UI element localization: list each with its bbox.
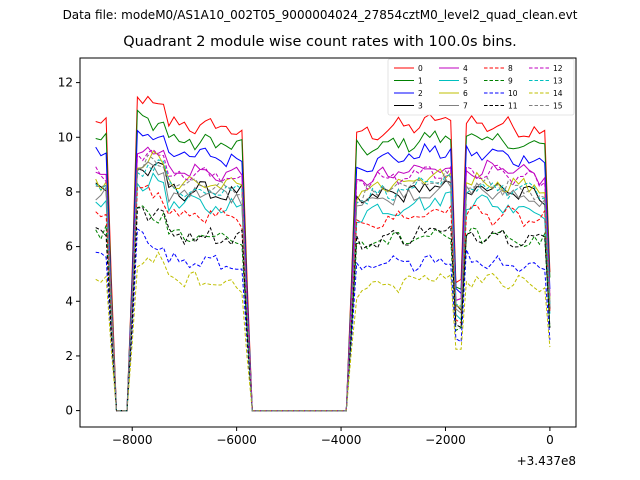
legend-label-8: 8	[508, 64, 513, 73]
series-line-8	[95, 184, 551, 412]
y-axis: 0 2 4 6 8 10 12	[58, 76, 80, 418]
y-tick-label: 4	[65, 294, 73, 308]
legend-label-5: 5	[463, 77, 468, 86]
series-line-7	[95, 161, 551, 412]
legend-label-4: 4	[463, 64, 468, 73]
series-line-5	[95, 172, 551, 412]
series-line-10	[95, 228, 551, 412]
series-line-9	[95, 205, 551, 412]
x-tick-label: 0	[546, 433, 554, 447]
x-tick-label: −6000	[216, 433, 257, 447]
legend-label-14: 14	[553, 89, 563, 98]
series-line-14	[95, 251, 551, 412]
series-line-15	[95, 154, 551, 412]
figure-suptitle: Data file: modeM0/AS1A10_002T05_90000040…	[62, 8, 578, 22]
series-line-13	[95, 159, 551, 412]
legend-label-2: 2	[418, 89, 423, 98]
axes-frame	[79, 57, 577, 428]
legend-label-9: 9	[508, 77, 513, 86]
y-tick-label: 2	[65, 349, 73, 363]
series-line-3	[95, 161, 551, 412]
legend-label-15: 15	[553, 102, 563, 111]
legend-label-11: 11	[508, 102, 518, 111]
series-line-0	[95, 95, 551, 412]
x-axis: −8000 −6000 −4000 −2000 0	[112, 427, 554, 447]
legend-label-13: 13	[553, 77, 563, 86]
y-tick-label: 8	[65, 185, 73, 199]
legend-label-7: 7	[463, 102, 468, 111]
series-lines	[95, 95, 551, 412]
legend-label-12: 12	[553, 64, 563, 73]
chart-title: Quadrant 2 module wise count rates with …	[123, 34, 517, 50]
legend-label-3: 3	[418, 102, 423, 111]
series-line-6	[95, 150, 551, 412]
legend-label-0: 0	[418, 64, 423, 73]
legend-label-6: 6	[463, 89, 468, 98]
legend-label-10: 10	[508, 89, 518, 98]
x-offset-label: +3.437e8	[517, 454, 576, 468]
x-tick-label: −2000	[425, 433, 466, 447]
series-line-11	[95, 207, 551, 412]
y-tick-label: 10	[58, 130, 73, 144]
legend-label-1: 1	[418, 77, 423, 86]
y-tick-label: 6	[65, 240, 73, 254]
y-tick-label: 12	[58, 76, 73, 90]
x-tick-label: −8000	[112, 433, 153, 447]
legend-box	[387, 58, 575, 116]
y-tick-label: 0	[65, 404, 73, 418]
x-tick-label: −4000	[321, 433, 362, 447]
